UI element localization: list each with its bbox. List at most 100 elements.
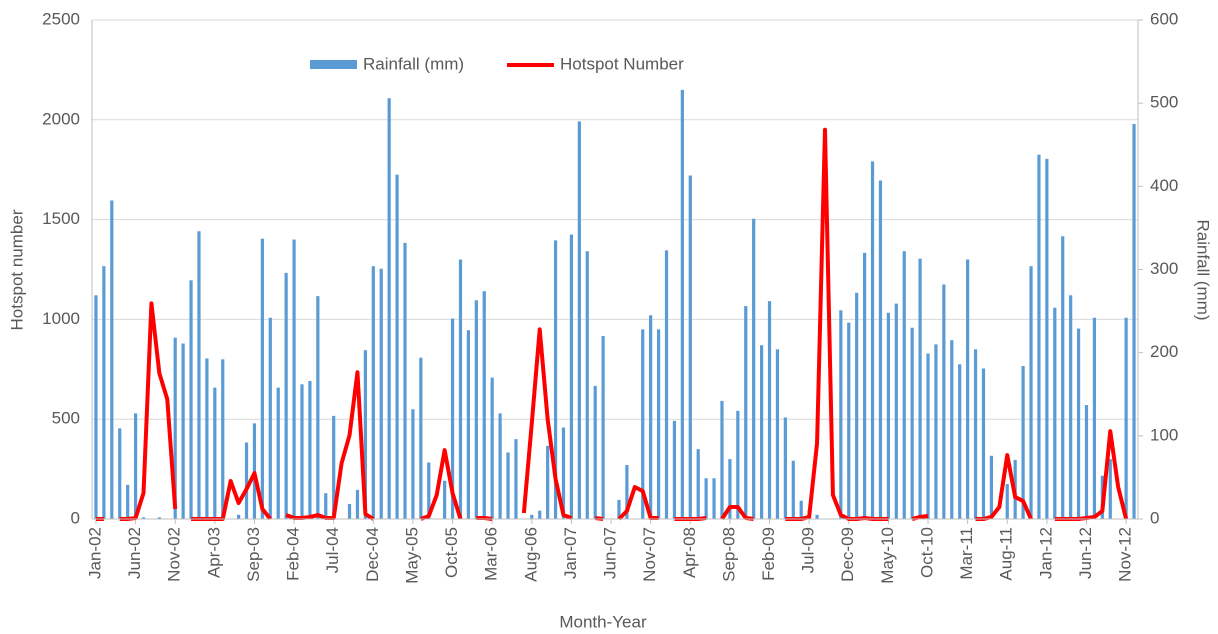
bar [585, 251, 589, 519]
bar [886, 312, 890, 519]
x-tick-label: Feb-09 [759, 527, 778, 581]
bar [1069, 295, 1073, 519]
bar [1029, 266, 1033, 519]
bar [458, 259, 463, 519]
bar [926, 353, 930, 519]
bar [514, 439, 518, 519]
bar [300, 384, 304, 519]
bar [973, 349, 978, 519]
bar [236, 514, 241, 519]
bar [664, 250, 669, 519]
y2-tick-label: 300 [1150, 259, 1178, 278]
bar [197, 231, 201, 519]
bar [656, 329, 661, 519]
bar [569, 234, 574, 519]
y2-tick-label: 200 [1150, 342, 1178, 361]
bar [244, 442, 249, 519]
y2-tick-label: 0 [1150, 508, 1159, 527]
y2-tick-label: 600 [1150, 9, 1178, 28]
bar [934, 344, 938, 519]
x-tick-label: Jan-02 [85, 527, 104, 579]
x-tick-label: Mar-06 [482, 527, 501, 581]
bar [308, 380, 312, 519]
bar [617, 499, 621, 519]
bar [506, 452, 510, 519]
bar [641, 329, 645, 519]
x-tick-label: Mar-11 [957, 527, 976, 580]
y-tick-label: 0 [71, 508, 80, 527]
bar [347, 504, 352, 519]
x-tick-label: Jun-12 [1076, 527, 1095, 579]
bar [498, 413, 502, 519]
bar [363, 350, 367, 519]
bar [942, 284, 946, 519]
bar [379, 268, 383, 519]
y-tick-label: 2000 [42, 109, 80, 128]
x-tick-label: Nov-02 [165, 527, 184, 582]
bar [1021, 365, 1025, 519]
bar [847, 322, 851, 519]
bar [110, 200, 114, 519]
bar [530, 514, 534, 519]
x-tick-label: Sep-08 [719, 527, 738, 582]
x-tick-label: Oct-05 [442, 527, 461, 578]
x-tick-label: Apr-03 [204, 527, 223, 578]
bar [696, 449, 700, 519]
bar [443, 480, 447, 519]
bar [561, 427, 566, 519]
legend-swatch [310, 60, 357, 69]
bar [744, 306, 748, 519]
bar [1045, 158, 1049, 519]
x-tick-label: May-10 [878, 527, 897, 584]
bar [268, 317, 272, 519]
bar [989, 455, 994, 519]
bar [1108, 459, 1112, 519]
bar [577, 121, 581, 520]
x-axis-label: Month-Year [559, 612, 647, 631]
x-tick-label: Oct-10 [917, 527, 936, 578]
bar [958, 364, 962, 519]
x-tick-label: Jan-12 [1036, 527, 1055, 579]
bar [1076, 328, 1081, 519]
bar [966, 259, 970, 519]
y-tick-label: 1000 [42, 309, 80, 328]
bar [173, 337, 177, 519]
bar [1132, 123, 1136, 519]
bar [910, 327, 914, 519]
line [95, 127, 1129, 521]
x-tick-label: Jun-07 [601, 527, 620, 579]
bar [720, 400, 724, 519]
x-tick-label: Aug-06 [521, 527, 540, 582]
bar [1084, 405, 1089, 519]
bar [870, 161, 875, 519]
bar [752, 218, 756, 520]
bar [355, 489, 360, 519]
bar [403, 242, 407, 520]
bar [625, 464, 629, 519]
bar [427, 462, 431, 519]
bar [712, 478, 716, 519]
bar [680, 89, 684, 520]
bar [292, 239, 296, 519]
bar [490, 377, 494, 519]
x-tick-label: Jul-09 [799, 527, 818, 573]
bar [395, 174, 399, 519]
y2-tick-label: 400 [1150, 176, 1178, 195]
x-tick-label: Feb-04 [284, 527, 303, 581]
bar [894, 303, 898, 519]
bar [704, 478, 708, 519]
y-axis-label: Hotspot number [7, 209, 26, 330]
x-tick-label: Nov-12 [1116, 527, 1135, 582]
bar [213, 387, 217, 519]
bar [736, 410, 740, 519]
bar [94, 295, 98, 519]
bar [767, 301, 772, 519]
bar [728, 459, 732, 519]
bar [1061, 236, 1065, 519]
bar [950, 340, 954, 519]
x-tick-label: Jan-07 [561, 527, 580, 579]
bar [450, 318, 455, 519]
bar [102, 266, 106, 519]
x-tick-label: Jul-04 [323, 527, 342, 573]
